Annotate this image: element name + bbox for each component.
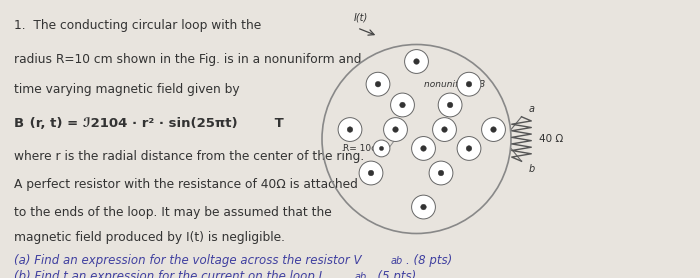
Ellipse shape <box>438 170 444 176</box>
Ellipse shape <box>421 204 426 210</box>
Ellipse shape <box>384 118 407 142</box>
Ellipse shape <box>438 93 462 117</box>
Text: 1.  The conducting circular loop with the: 1. The conducting circular loop with the <box>14 19 261 33</box>
Ellipse shape <box>466 146 472 151</box>
Ellipse shape <box>447 102 453 108</box>
Text: time varying magnetic field given by: time varying magnetic field given by <box>14 83 239 96</box>
Ellipse shape <box>466 81 472 87</box>
Ellipse shape <box>393 127 398 132</box>
Ellipse shape <box>442 127 447 132</box>
Ellipse shape <box>412 195 435 219</box>
Text: . (8 pts): . (8 pts) <box>406 254 452 267</box>
Ellipse shape <box>429 161 453 185</box>
Ellipse shape <box>433 118 456 142</box>
Text: R= 10cm: R= 10cm <box>343 144 385 153</box>
Text: radius R=10 cm shown in the Fig. is in a nonuniform and: radius R=10 cm shown in the Fig. is in a… <box>14 53 361 66</box>
Ellipse shape <box>373 140 390 157</box>
Ellipse shape <box>405 49 428 73</box>
Text: 40 Ω: 40 Ω <box>539 134 564 144</box>
Ellipse shape <box>421 146 426 151</box>
Text: to the ends of the loop. It may be assumed that the: to the ends of the loop. It may be assum… <box>14 206 332 219</box>
Ellipse shape <box>457 136 481 160</box>
Ellipse shape <box>400 102 405 108</box>
Text: B: B <box>14 117 24 130</box>
Text: (a) Find an expression for the voltage across the resistor V: (a) Find an expression for the voltage a… <box>14 254 361 267</box>
Text: A perfect resistor with the resistance of 40Ω is attached: A perfect resistor with the resistance o… <box>14 178 358 191</box>
Ellipse shape <box>347 127 353 132</box>
Ellipse shape <box>366 72 390 96</box>
Text: where r is the radial distance from the center of the ring.: where r is the radial distance from the … <box>14 150 364 163</box>
Ellipse shape <box>338 118 362 142</box>
Text: b: b <box>528 164 535 174</box>
Text: I(t): I(t) <box>354 12 368 22</box>
Text: (b) Find t an expression for the current on the loop I: (b) Find t an expression for the current… <box>14 270 322 278</box>
Text: ab: ab <box>391 256 403 266</box>
Ellipse shape <box>412 136 435 160</box>
Text: magnetic field produced by I(t) is negligible.: magnetic field produced by I(t) is negli… <box>14 231 285 244</box>
Ellipse shape <box>379 146 384 151</box>
Ellipse shape <box>414 59 419 64</box>
Ellipse shape <box>368 170 374 176</box>
Text: . (5 pts): . (5 pts) <box>370 270 416 278</box>
Ellipse shape <box>457 72 481 96</box>
Ellipse shape <box>491 127 496 132</box>
Ellipse shape <box>359 161 383 185</box>
Text: nonuniform B: nonuniform B <box>424 80 484 89</box>
Ellipse shape <box>482 118 505 142</box>
Text: (r, t) = ℐ2104 · r² · sin(25πt)        T: (r, t) = ℐ2104 · r² · sin(25πt) T <box>25 117 284 130</box>
Text: a: a <box>528 104 535 114</box>
Ellipse shape <box>375 81 381 87</box>
Ellipse shape <box>391 93 414 117</box>
Text: ab: ab <box>355 272 367 278</box>
